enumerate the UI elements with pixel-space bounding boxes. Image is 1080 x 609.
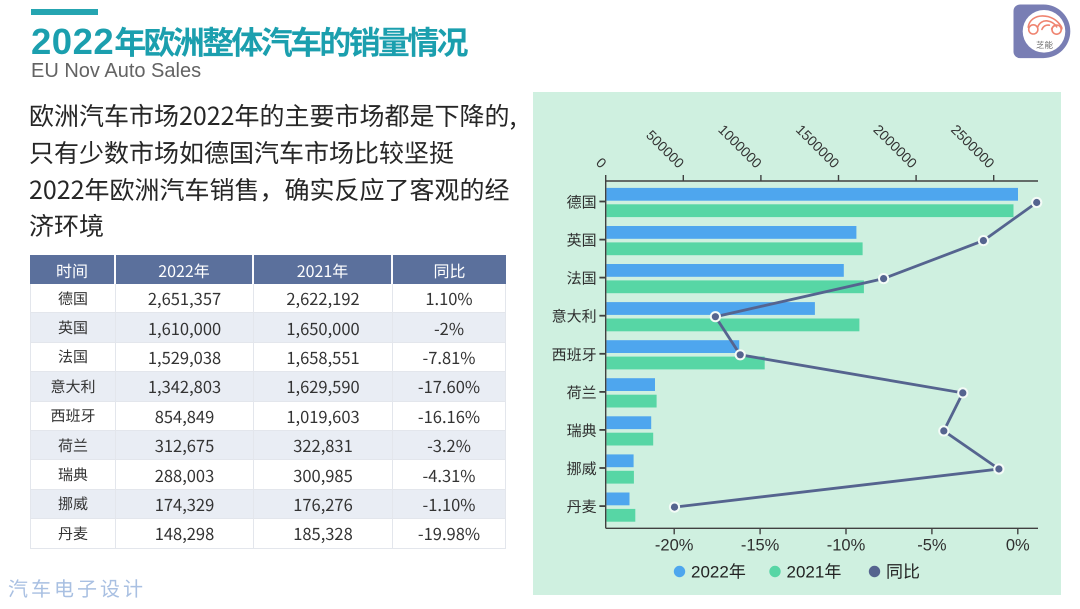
svg-text:2500000: 2500000 (948, 121, 998, 171)
svg-text:2000000: 2000000 (870, 121, 920, 171)
svg-text:2021年: 2021年 (787, 563, 842, 582)
svg-text:法国: 法国 (567, 271, 597, 288)
svg-text:1500000: 1500000 (793, 121, 843, 171)
svg-text:丹麦: 丹麦 (567, 499, 597, 516)
svg-text:-15%: -15% (741, 536, 780, 554)
svg-text:同比: 同比 (886, 563, 920, 582)
svg-text:挪威: 挪威 (567, 461, 597, 478)
svg-text:意大利: 意大利 (552, 309, 597, 326)
svg-text:瑞典: 瑞典 (567, 423, 597, 440)
svg-text:-10%: -10% (827, 536, 866, 554)
svg-text:荷兰: 荷兰 (567, 385, 597, 402)
svg-text:0%: 0% (1006, 536, 1030, 554)
svg-text:-20%: -20% (655, 536, 694, 554)
svg-text:0: 0 (593, 154, 610, 171)
svg-text:1000000: 1000000 (715, 121, 765, 171)
svg-text:英国: 英国 (567, 233, 597, 250)
svg-text:西班牙: 西班牙 (552, 347, 597, 364)
svg-text:-5%: -5% (917, 536, 947, 554)
svg-text:芝能: 芝能 (1036, 39, 1054, 51)
svg-text:德国: 德国 (567, 195, 597, 212)
svg-text:500000: 500000 (643, 127, 687, 171)
svg-text:2022年: 2022年 (691, 563, 746, 582)
